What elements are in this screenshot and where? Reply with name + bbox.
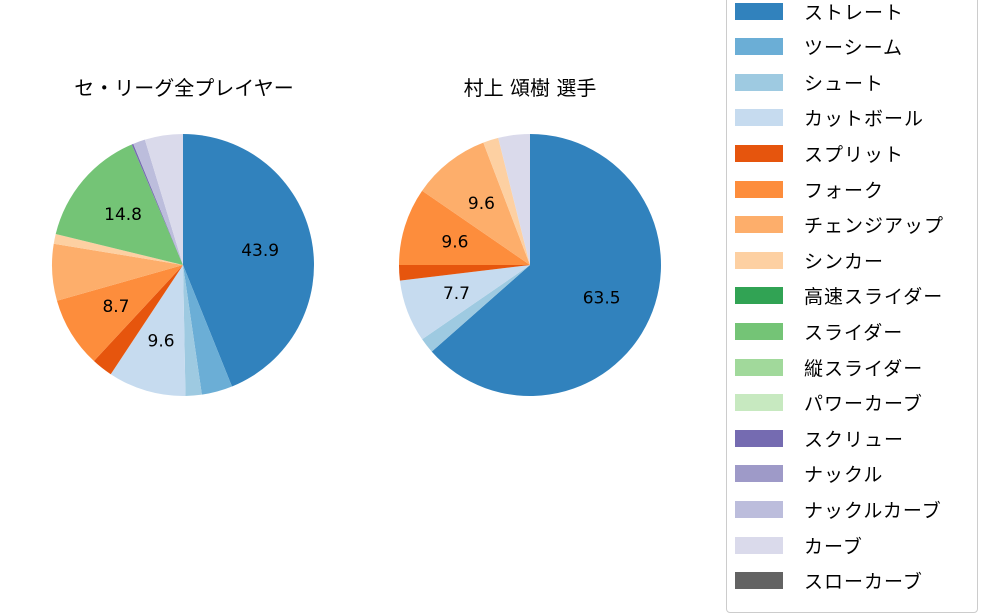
legend-item: シュート	[735, 70, 885, 95]
legend-label: シュート	[804, 72, 885, 95]
legend-item: スクリュー	[735, 426, 905, 451]
legend-label: 縦スライダー	[804, 357, 924, 380]
pie-slice	[133, 139, 183, 265]
slice-value-label: 63.5	[583, 288, 621, 308]
slice-value-label: 9.6	[468, 194, 495, 214]
legend-swatch	[735, 38, 783, 56]
legend-item: ナックルカーブ	[735, 497, 942, 522]
pie-slice	[183, 265, 232, 395]
legend: ストレートツーシームシュートカットボール スプリットフォークチェンジアップ シンカー…	[726, 0, 978, 613]
legend-label: ナックルカーブ	[804, 499, 942, 522]
pie-slice	[53, 234, 183, 265]
legend-swatch	[735, 465, 783, 483]
legend-label: 高速スライダー	[804, 286, 944, 309]
pie-slice	[431, 134, 661, 397]
pie-slice	[399, 265, 530, 281]
pie-right-player: 63.5 7.7 9.69.6	[399, 134, 661, 397]
legend-label: スプリット	[804, 143, 905, 166]
legend-item: ストレート	[735, 0, 905, 24]
legend-item: 高速スライダー	[735, 284, 943, 308]
legend-item: スライダー	[735, 319, 904, 344]
pie-slice	[483, 137, 530, 265]
legend-swatch	[735, 429, 783, 447]
pie-slice	[498, 134, 530, 265]
legend-label: シンカー	[804, 250, 885, 273]
pie-slice	[93, 265, 183, 375]
legend-label: スローカーブ	[804, 571, 923, 594]
slice-value-label: 14.8	[104, 205, 142, 225]
legend-swatch	[735, 216, 783, 234]
slice-value-label: 8.7	[102, 297, 129, 317]
pie-slice	[144, 134, 183, 265]
pie-slice	[55, 144, 183, 265]
pie-slice	[56, 265, 183, 362]
legend-swatch	[735, 180, 783, 198]
right-pie-title: 村上 頌樹 選手	[463, 76, 597, 100]
legend-label: カットボール	[804, 108, 925, 131]
slice-value-label: 9.6	[148, 331, 175, 351]
legend-swatch	[735, 251, 783, 269]
pie-slice	[422, 142, 530, 265]
legend-label: スライダー	[804, 321, 904, 344]
pie-slice	[131, 143, 183, 265]
legend-item: ツーシーム	[735, 35, 903, 59]
legend-item: フォーク	[735, 177, 885, 202]
legend-swatch	[735, 572, 783, 590]
legend-item: カットボール	[735, 106, 924, 130]
pie-slice	[399, 190, 530, 265]
legend-swatch	[735, 2, 783, 20]
legend-swatch	[735, 73, 783, 91]
legend-label: ストレート	[804, 1, 905, 24]
pie-slice	[183, 265, 202, 396]
legend-label: チェンジアップ	[804, 215, 945, 238]
legend-item: ナックル	[735, 462, 883, 486]
legend-swatch	[735, 500, 783, 518]
slice-value-label: 7.7	[443, 284, 470, 304]
legend-item: パワーカーブ	[735, 391, 923, 415]
pie-slice	[399, 265, 530, 340]
legend-swatch	[735, 144, 783, 162]
slice-value-label: 9.6	[441, 233, 468, 253]
legend-swatch	[735, 287, 783, 305]
legend-item: カーブ	[735, 533, 863, 558]
left-pie-title: セ・リーグ全プレイヤー	[74, 76, 294, 100]
legend-label: カーブ	[804, 535, 863, 558]
legend-item: チェンジアップ	[735, 213, 944, 237]
legend-swatch	[735, 394, 783, 412]
legend-label: フォーク	[804, 179, 885, 202]
pie-slice	[51, 243, 183, 301]
legend-label: ツーシーム	[804, 37, 904, 60]
legend-label: パワーカーブ	[804, 393, 923, 416]
pie-slice	[422, 265, 530, 352]
legend-item: スプリット	[735, 141, 905, 166]
legend-swatch	[735, 536, 783, 554]
pie-charts: 43.99.68.714.8 63.57.79.69.6	[51, 134, 661, 397]
legend-label: ナックル	[804, 464, 884, 487]
legend-item: 縦スライダー	[735, 355, 924, 380]
pie-slice	[110, 265, 186, 396]
pie-left-league: 43.9 9.6 8.7 14.8	[51, 134, 314, 396]
slice-value-label: 43.9	[241, 241, 279, 261]
legend-label: スクリュー	[804, 428, 905, 451]
legend-swatch	[735, 322, 783, 340]
legend-swatch	[735, 358, 783, 376]
legend-item: シンカー	[735, 248, 885, 273]
legend-item: スローカーブ	[735, 569, 923, 593]
pie-slice	[183, 134, 314, 387]
legend-swatch	[735, 109, 783, 127]
